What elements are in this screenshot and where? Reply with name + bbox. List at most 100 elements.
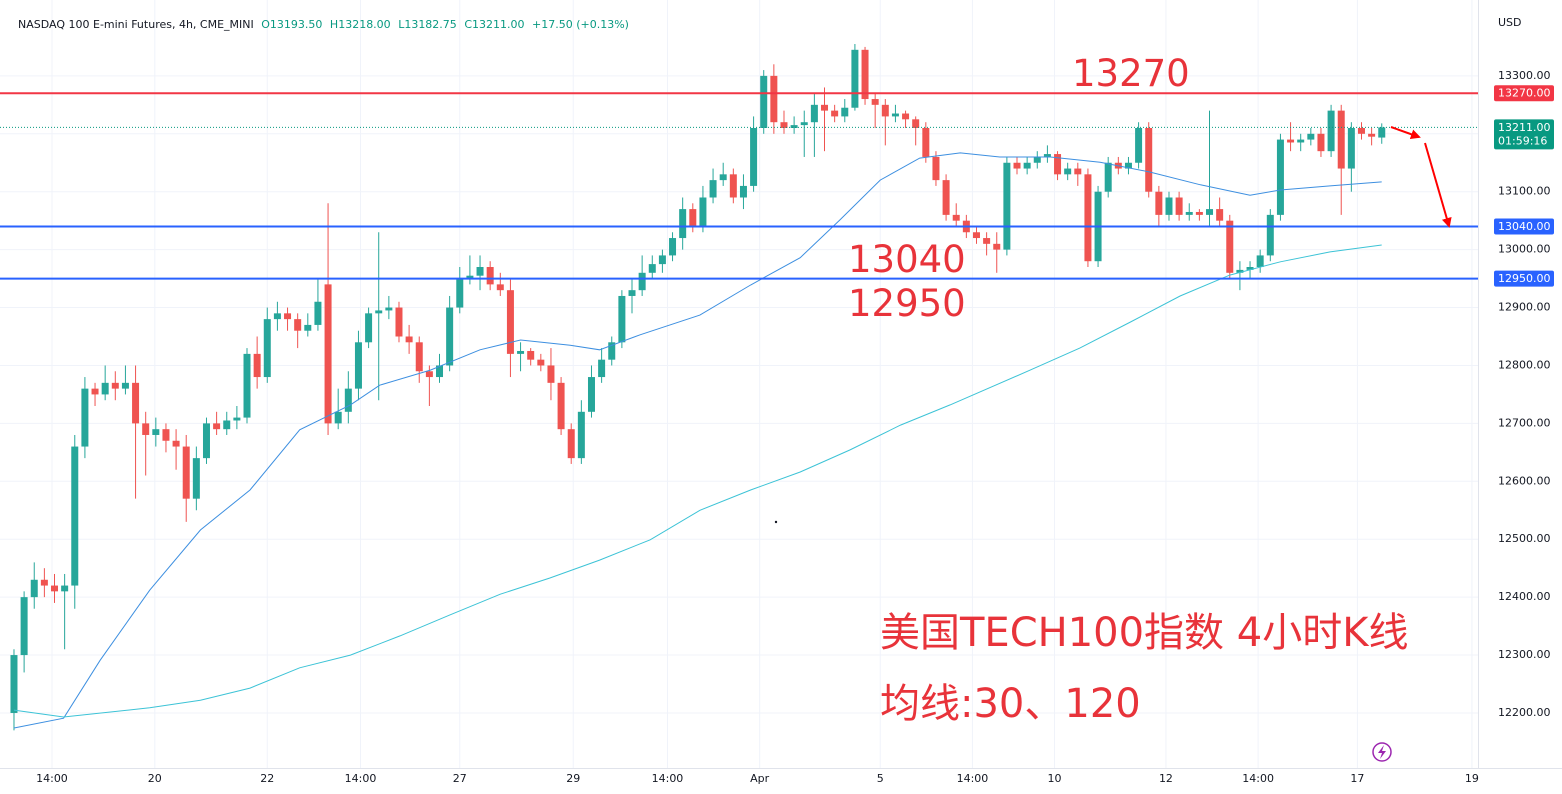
candle-body [1064, 168, 1072, 175]
annotation: 13040 [848, 238, 966, 281]
candle-body [719, 174, 727, 181]
candle-body [30, 579, 38, 598]
candle-body [1023, 162, 1031, 169]
candle-body [496, 284, 504, 291]
y-tick-label: 12700.00 [1498, 416, 1551, 429]
candle-body [780, 122, 788, 128]
candle-body [263, 319, 271, 378]
icon-bolt[interactable] [1378, 745, 1386, 759]
candle-body [1226, 220, 1234, 273]
candle-body [1378, 127, 1386, 138]
plot-area [0, 44, 1478, 731]
candle-body [729, 174, 737, 198]
candle-body [446, 307, 454, 366]
candle-body [517, 350, 525, 354]
candle-body [750, 128, 758, 186]
candle-body [932, 156, 940, 181]
x-tick-label: Apr [750, 772, 770, 785]
candle-body [314, 301, 322, 325]
candle-body [172, 440, 180, 447]
candle-body [395, 307, 403, 337]
candle-body [304, 324, 312, 331]
candle-body [810, 104, 818, 123]
axis: 12200.00 12300.00 12400.00 12500.00 12600.00… [36, 69, 1554, 785]
candle-body [1135, 128, 1143, 163]
close: C13211.00 [464, 18, 524, 31]
price-label-box [1494, 85, 1554, 102]
candle-body [1368, 133, 1376, 137]
x-tick-label: 14:00 [957, 772, 989, 785]
countdown-label: 01:59:16 [1498, 134, 1547, 147]
candle-body [739, 185, 747, 198]
candle-body [273, 313, 281, 320]
y-tick-label: 13300.00 [1498, 69, 1551, 82]
candle-body [81, 388, 89, 447]
candle-body [375, 310, 383, 314]
dot [774, 520, 778, 524]
y-tick-label: 12400.00 [1498, 590, 1551, 603]
candle-body [821, 104, 829, 111]
candle-body [699, 197, 707, 227]
x-tick-label: 19 [1465, 772, 1479, 785]
candle-body [1347, 128, 1355, 169]
candle-body [334, 411, 342, 424]
candle-body [689, 209, 697, 227]
x-tick-label: 14:00 [345, 772, 377, 785]
price-label: 12950.00 [1498, 272, 1551, 285]
candle-body [983, 238, 991, 244]
candle-body [902, 113, 910, 120]
candle-body [1276, 139, 1284, 215]
candle-body [324, 284, 332, 424]
candle-body [344, 388, 352, 412]
candle-body [425, 371, 433, 378]
candle-body [182, 446, 190, 499]
candle-body [577, 411, 585, 459]
candle-body [1236, 269, 1244, 273]
candle-body [436, 365, 444, 378]
moving-average [13, 152, 1382, 729]
candle-body [294, 319, 302, 331]
candle-body [365, 313, 373, 343]
candle-body [608, 342, 616, 360]
candle-body [152, 429, 160, 435]
price-label: 13040.00 [1498, 220, 1551, 233]
low: L13182.75 [398, 18, 457, 31]
candle-body [537, 359, 545, 366]
replay-icon[interactable] [1372, 742, 1392, 762]
last-price-box [1494, 119, 1554, 150]
candle-body [628, 290, 636, 296]
candle-body [881, 104, 889, 117]
y-tick-label: 12500.00 [1498, 532, 1551, 545]
candle-body [51, 585, 59, 592]
annotation: 12950 [848, 282, 966, 325]
candle-body [1287, 139, 1295, 143]
candle-body [1185, 211, 1193, 215]
y-tick-label: 12600.00 [1498, 474, 1551, 487]
annotation: 均线:30、120 [880, 681, 1141, 727]
candle-body [354, 342, 362, 389]
candle-body [972, 232, 980, 239]
candle-body [202, 423, 210, 459]
y-tick-label: 12800.00 [1498, 358, 1551, 371]
candle-body [101, 382, 109, 395]
candle-body [800, 122, 808, 126]
candle-body [557, 382, 565, 430]
candle-body [466, 275, 474, 279]
candle-body [476, 267, 484, 276]
high: H13218.00 [330, 18, 391, 31]
candle-body [162, 429, 170, 441]
x-tick-label: 27 [453, 772, 467, 785]
candle-body [1013, 162, 1021, 169]
currency: USD [1498, 16, 1522, 29]
candle-body [993, 243, 1001, 250]
candle-body [679, 209, 687, 239]
last-price-label: 13211.00 [1498, 121, 1551, 134]
candle-body [284, 313, 292, 320]
icon-ring[interactable] [1372, 742, 1392, 762]
candle-body [638, 272, 646, 291]
price-label-box [1494, 218, 1554, 235]
candle-body [851, 49, 859, 108]
candle-body [385, 307, 393, 311]
candle-body [213, 423, 221, 430]
